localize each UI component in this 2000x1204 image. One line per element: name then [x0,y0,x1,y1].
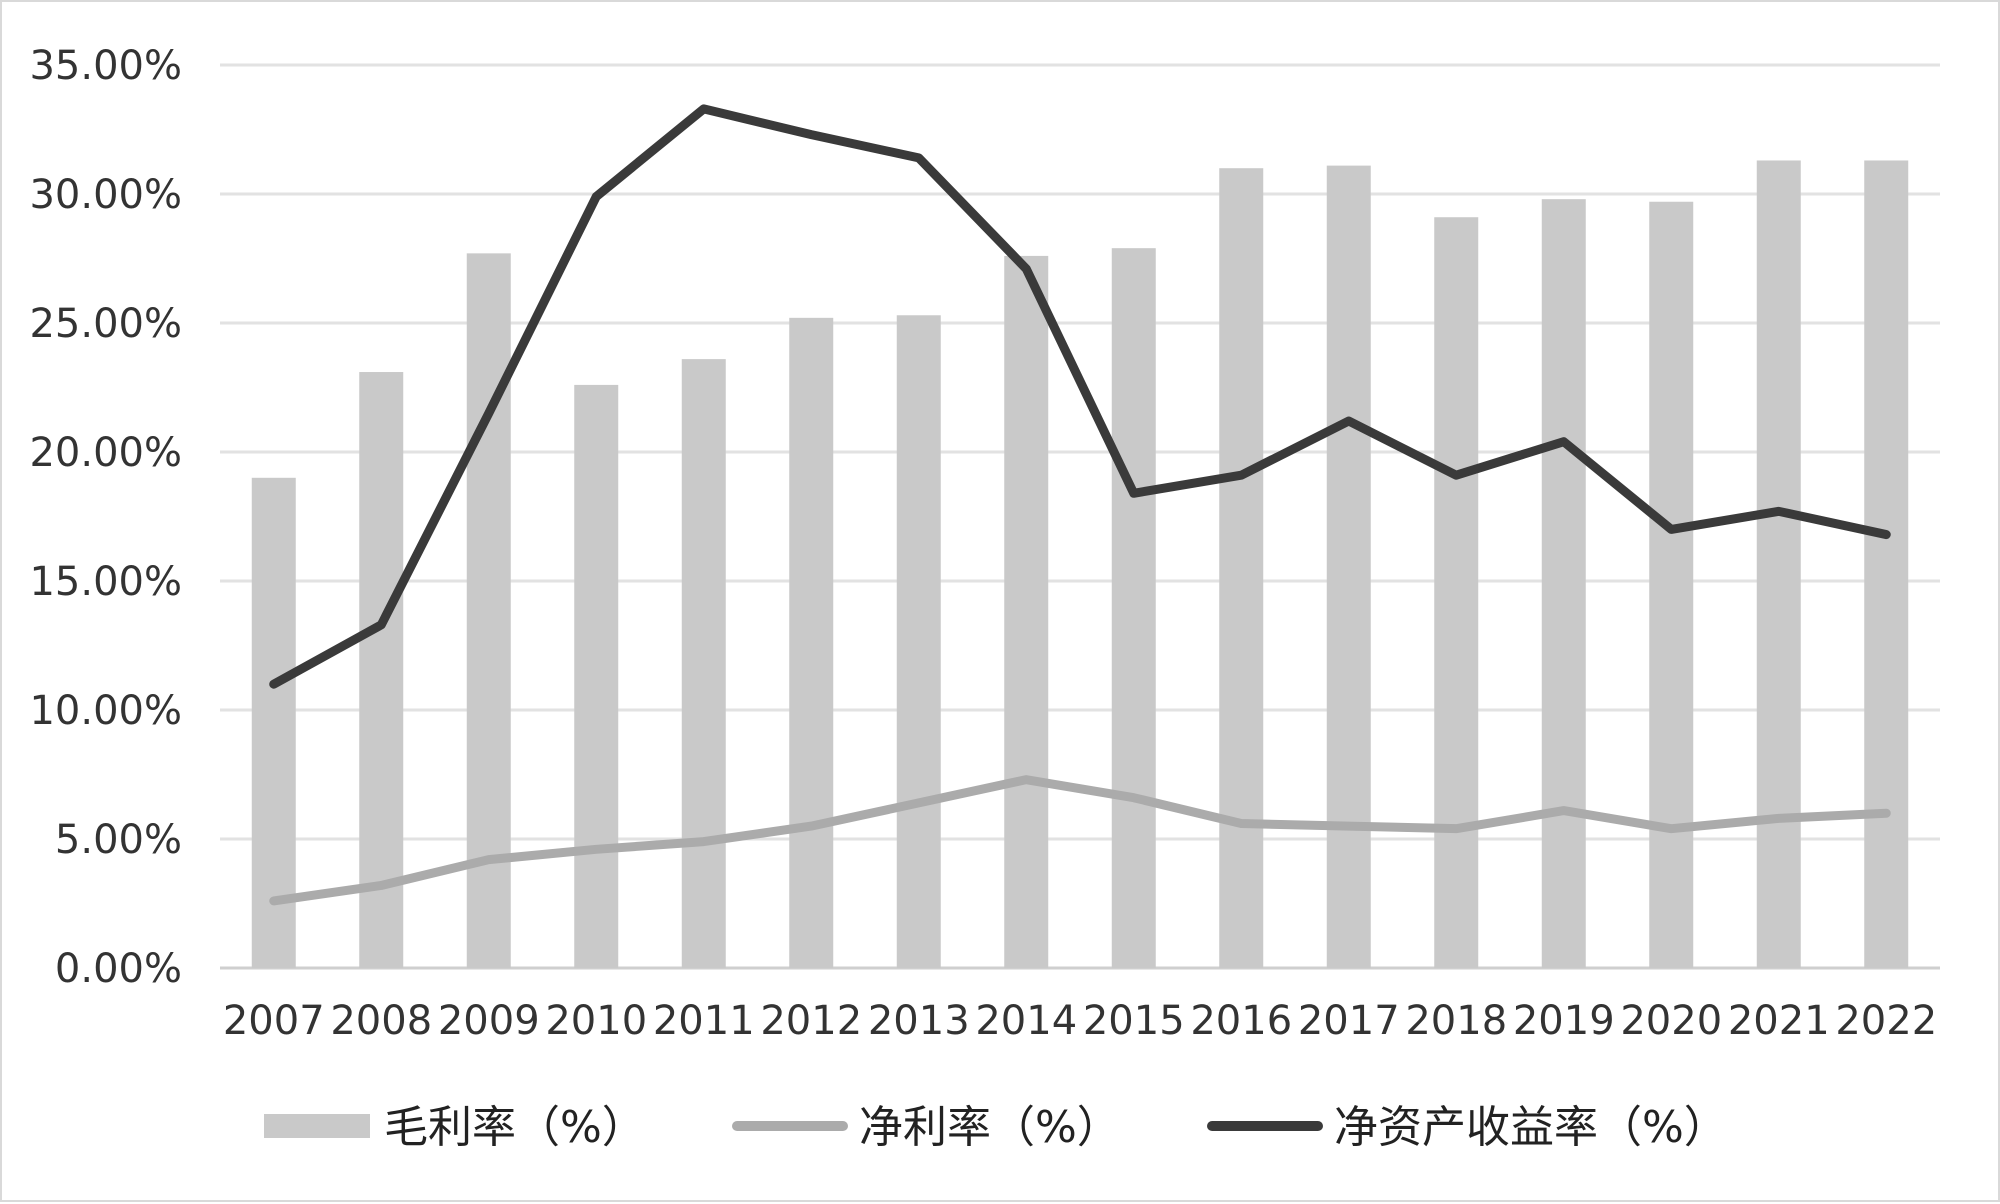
x-tick-label: 2020 [1620,998,1722,1044]
x-tick-label: 2009 [438,998,540,1044]
x-tick-label: 2012 [760,998,862,1044]
y-tick-label: 35.00% [29,43,182,89]
line-roe [269,104,1891,689]
bar-gross-margin [1326,165,1371,968]
bar-gross-margin [1541,199,1586,968]
x-tick-label: 2011 [653,998,755,1044]
legend-gross-margin: 毛利率（%） [264,1102,646,1153]
bar-gross-margin [681,359,726,968]
bar-gross-margin [466,253,511,969]
legend-roe: 净资产收益率（%） [1207,1102,1728,1153]
y-tick-label: 10.00% [29,688,182,734]
bar-gross-margin [1219,168,1264,968]
x-tick-label: 2021 [1728,998,1830,1044]
legend-label: 净利率（%） [859,1102,1121,1153]
x-tick-label: 2017 [1298,998,1400,1044]
bar-gross-margin [574,384,619,968]
x-tick-label: 2018 [1405,998,1507,1044]
y-tick-label: 20.00% [29,430,182,476]
x-tick-label: 2010 [545,998,647,1044]
x-tick-label: 2013 [868,998,970,1044]
bar-gross-margin [1756,160,1801,968]
bar-gross-margin [896,315,941,968]
y-tick-label: 15.00% [29,559,182,605]
bar-gross-margin [1434,217,1479,969]
x-tick-label: 2008 [330,998,432,1044]
y-tick-label: 30.00% [29,172,182,218]
x-tick-label: 2019 [1513,998,1615,1044]
x-tick-label: 2016 [1190,998,1292,1044]
x-tick-label: 2007 [223,998,325,1044]
bar-gross-margin [1111,248,1156,968]
y-tick-label: 25.00% [29,301,182,347]
bar-gross-margin [1864,160,1909,968]
legend-label: 毛利率（%） [384,1102,646,1153]
bar-gross-margin [251,477,296,968]
y-tick-label: 5.00% [55,817,182,863]
line-net-margin [269,775,1891,906]
bar-gross-margin [1649,201,1694,969]
bar-gross-margin [789,317,834,969]
legend-label: 净资产收益率（%） [1334,1102,1728,1153]
y-tick-label: 0.00% [55,946,182,992]
legend-net-margin: 净利率（%） [732,1102,1121,1153]
x-tick-label: 2014 [975,998,1077,1044]
x-tick-label: 2022 [1835,998,1937,1044]
bar-gross-margin [1004,255,1049,969]
legend-swatch [264,1114,370,1138]
x-tick-label: 2015 [1083,998,1185,1044]
bar-gross-margin [359,372,404,968]
